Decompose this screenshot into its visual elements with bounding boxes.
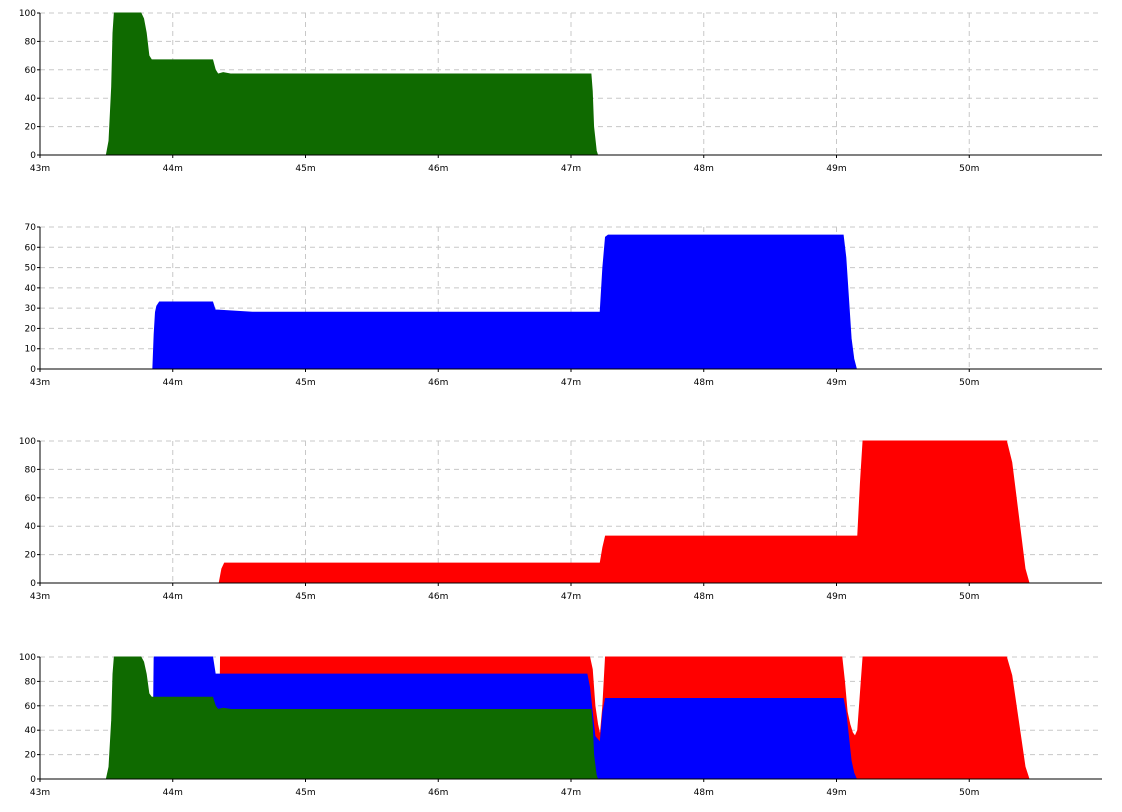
y-tick-label: 20 [25, 551, 37, 561]
y-tick-label: 40 [25, 522, 37, 532]
x-tick-label: 48m [694, 164, 714, 174]
x-tick-label: 44m [163, 788, 183, 798]
x-tick-label: 49m [826, 788, 846, 798]
y-tick-label: 80 [25, 677, 37, 687]
y-tick-label: 40 [25, 726, 37, 736]
x-tick-label: 44m [163, 592, 183, 602]
x-tick-label: 48m [694, 788, 714, 798]
y-tick-label: 100 [19, 9, 36, 19]
y-tick-label: 40 [25, 94, 37, 104]
series-area-3 [105, 656, 599, 780]
x-tick-label: 44m [163, 164, 183, 174]
y-tick-label: 20 [25, 324, 37, 334]
x-tick-label: 49m [826, 378, 846, 388]
x-tick-label: 46m [428, 592, 448, 602]
y-tick-label: 40 [25, 284, 37, 294]
x-tick-label: 45m [295, 164, 315, 174]
x-tick-label: 43m [30, 378, 50, 388]
x-tick-label: 47m [561, 592, 581, 602]
y-tick-label: 100 [19, 653, 36, 663]
x-tick-label: 48m [694, 592, 714, 602]
x-tick-label: 48m [694, 378, 714, 388]
chart-panel-2: 0 10 20 30 40 50 60 70 43m 44m 45m 46m 47m 48m 49m 50m [25, 223, 1102, 388]
x-tick-label: 47m [561, 788, 581, 798]
y-tick-label: 80 [25, 37, 37, 47]
x-tick-label: 50m [959, 378, 979, 388]
x-tick-label: 43m [30, 592, 50, 602]
y-tick-label: 60 [25, 243, 37, 253]
y-tick-label: 0 [30, 579, 36, 589]
chart-panel-3: 0 20 40 60 80 100 43m 44m 45m 46m 47m 48m 49m 50m [19, 437, 1102, 602]
x-tick-label: 47m [561, 164, 581, 174]
x-tick-label: 50m [959, 592, 979, 602]
y-tick-label: 60 [25, 702, 37, 712]
x-tick-label: 46m [428, 164, 448, 174]
x-tick-label: 49m [826, 592, 846, 602]
x-tick-label: 46m [428, 378, 448, 388]
y-tick-label: 20 [25, 123, 37, 133]
y-tick-label: 50 [25, 264, 37, 274]
y-tick-label: 70 [25, 223, 37, 233]
x-tick-label: 45m [295, 592, 315, 602]
y-tick-label: 80 [25, 465, 37, 475]
y-tick-label: 0 [30, 775, 36, 785]
x-tick-label: 50m [959, 788, 979, 798]
x-tick-label: 45m [295, 788, 315, 798]
series-area-1 [105, 12, 599, 156]
y-tick-label: 0 [30, 365, 36, 375]
chart-panel-1: 0 20 40 60 80 100 43m 44m 45m 46m 47m 48m 49m 50m [19, 9, 1102, 174]
y-tick-label: 10 [25, 345, 37, 355]
chart-panel-4: 0 20 40 60 80 100 43m 44m 45m 46m 47m 48m 49m 50m [19, 653, 1102, 798]
x-tick-label: 45m [295, 378, 315, 388]
y-tick-label: 60 [25, 494, 37, 504]
series-area-1 [218, 440, 1030, 584]
y-tick-label: 0 [30, 151, 36, 161]
x-tick-label: 46m [428, 788, 448, 798]
y-tick-label: 100 [19, 437, 36, 447]
x-tick-label: 44m [163, 378, 183, 388]
x-tick-label: 47m [561, 378, 581, 388]
y-tick-label: 30 [25, 304, 37, 314]
y-tick-label: 20 [25, 751, 37, 761]
x-tick-label: 49m [826, 164, 846, 174]
y-tick-label: 60 [25, 66, 37, 76]
series-area-1 [152, 234, 858, 370]
x-tick-label: 43m [30, 788, 50, 798]
x-tick-label: 50m [959, 164, 979, 174]
x-tick-label: 43m [30, 164, 50, 174]
